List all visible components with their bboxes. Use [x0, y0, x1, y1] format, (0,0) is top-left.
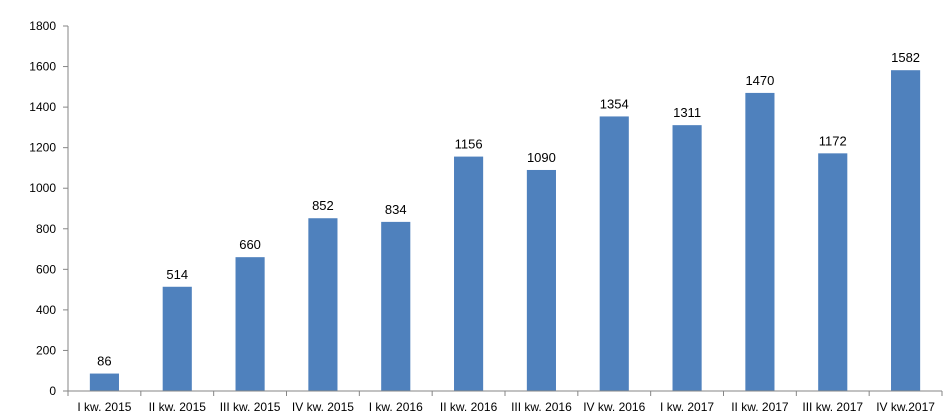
bar — [818, 153, 848, 391]
y-tick-label: 0 — [49, 384, 56, 398]
bar — [89, 373, 119, 391]
x-tick-label: II kw. 2015 — [149, 400, 207, 414]
y-tick-label: 200 — [36, 343, 56, 357]
y-tick-label: 1000 — [29, 181, 56, 195]
x-tick-label: I kw. 2015 — [77, 400, 131, 414]
y-tick-label: 800 — [36, 222, 56, 236]
bar — [599, 116, 629, 391]
data-label: 1172 — [819, 133, 847, 148]
x-tick-label: III kw. 2017 — [802, 400, 863, 414]
x-tick-label: II kw. 2016 — [440, 400, 498, 414]
bar — [891, 70, 921, 391]
x-tick-label: I kw. 2017 — [660, 400, 714, 414]
data-label: 834 — [385, 202, 407, 217]
x-tick-label: III kw. 2016 — [511, 400, 572, 414]
bar — [526, 169, 556, 391]
data-label: 514 — [166, 267, 188, 282]
bar — [308, 218, 338, 391]
data-label: 86 — [97, 354, 111, 369]
data-label: 1156 — [455, 137, 483, 152]
data-labels: 86 514 660 852 834 1156 1090 1354 1311 1470 1172 15… — [97, 50, 920, 368]
bar — [672, 125, 702, 392]
x-tick-label: III kw. 2015 — [220, 400, 281, 414]
y-tick-label: 600 — [36, 262, 56, 276]
y-tick-label: 1200 — [29, 141, 56, 155]
y-tick-label: 1400 — [29, 100, 56, 114]
bar — [235, 257, 265, 391]
data-label: 1090 — [527, 150, 556, 165]
bar — [381, 221, 411, 391]
bars — [89, 70, 921, 392]
x-tick-label: II kw. 2017 — [731, 400, 789, 414]
data-label: 852 — [312, 198, 334, 213]
data-label: 1582 — [891, 50, 920, 65]
data-label: 1470 — [745, 73, 774, 88]
y-tick-label: 1600 — [29, 60, 56, 74]
bar — [454, 156, 484, 391]
bar — [745, 92, 775, 392]
bar — [162, 286, 192, 391]
y-tick-label: 1800 — [29, 19, 56, 33]
y-tick-label: 400 — [36, 303, 56, 317]
data-label: 660 — [239, 237, 261, 252]
y-axis-ticks: 0 200 400 600 800 1000 1200 1400 1600 1800 — [29, 19, 68, 398]
x-tick-label: IV kw. 2016 — [583, 400, 645, 414]
x-tick-label: IV kw.2017 — [876, 400, 935, 414]
x-tick-label: I kw. 2016 — [369, 400, 423, 414]
x-tick-label: IV kw. 2015 — [292, 400, 354, 414]
data-label: 1311 — [673, 105, 701, 120]
data-label: 1354 — [600, 96, 629, 111]
x-axis-labels: I kw. 2015 II kw. 2015 III kw. 2015 IV kw. … — [67, 391, 943, 414]
